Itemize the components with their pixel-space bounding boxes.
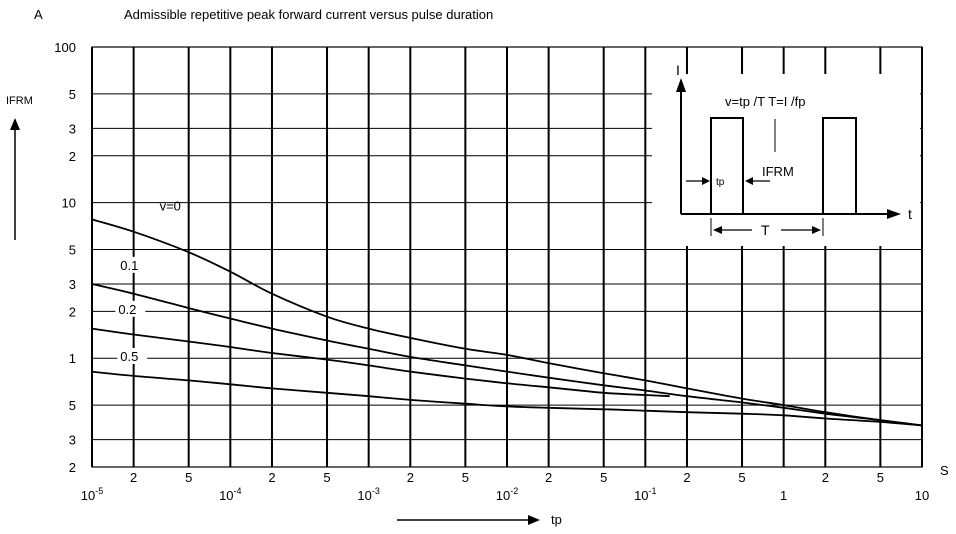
y-unit-label: A: [34, 7, 43, 22]
x-axis-arrow-icon: [528, 515, 540, 525]
period-arrowhead-right-icon: [812, 226, 821, 234]
tp-arrowhead-left-icon: [702, 177, 710, 185]
pulse-diagram-inset: I t v=tp /T T=I /fp tp IFRM T: [652, 62, 920, 246]
inset-background: [652, 74, 920, 246]
period-arrowhead-left-icon: [713, 226, 722, 234]
y-tick-label: 10: [62, 196, 76, 211]
x-minor-tick-label: 5: [600, 470, 607, 485]
y-tick-label: 100: [54, 40, 76, 55]
x-unit-label: S: [940, 463, 949, 478]
series-label: v=0: [160, 198, 181, 213]
tp-arrowhead-right-icon: [745, 177, 753, 185]
inset-ifrm-label: IFRM: [762, 164, 794, 179]
inset-y-axis-label: I: [676, 62, 680, 78]
series-line-3: [91, 370, 923, 427]
x-major-tick-label: 10: [915, 488, 929, 503]
series-label-bg: [115, 300, 146, 317]
pulse-waveform: [681, 117, 886, 215]
x-major-tick-label: 10-1: [634, 486, 656, 503]
inset-period-label: T: [761, 222, 770, 238]
y-tick-label: 3: [69, 277, 76, 292]
x-minor-tick-label: 2: [268, 470, 275, 485]
inset-y-arrowhead-icon: [676, 78, 686, 92]
x-major-tick-label: 10-4: [219, 486, 241, 503]
series-group: v=0 0.1 0.2 0.5: [91, 198, 923, 427]
x-axis-label: tp: [551, 512, 562, 527]
series-line-1: [91, 283, 923, 427]
y-tick-labels: 100 5 3 2 10 5 3 2 1 5 3 2: [54, 40, 76, 475]
y-tick-label: 5: [69, 242, 76, 257]
inset-tp-label: tp: [716, 177, 725, 188]
y-axis-arrow-icon: [10, 118, 20, 130]
y-tick-label: 3: [69, 433, 76, 448]
x-minor-tick-label: 2: [130, 470, 137, 485]
x-minor-tick-label: 2: [822, 470, 829, 485]
y-tick-label: 5: [69, 398, 76, 413]
x-major-tick-label: 10-3: [357, 486, 379, 503]
x-minor-tick-label: 5: [462, 470, 469, 485]
x-minor-tick-label: 2: [545, 470, 552, 485]
y-tick-label: 2: [69, 304, 76, 319]
series-line-0: [91, 218, 923, 427]
series-label-bg: [117, 256, 148, 273]
x-major-tick-label: 1: [780, 488, 787, 503]
y-tick-label: 3: [69, 121, 76, 136]
series-label: 0.1: [120, 258, 138, 273]
x-minor-tick-label: 2: [683, 470, 690, 485]
y-tick-label: 2: [69, 149, 76, 164]
series-line-2: [91, 327, 670, 398]
inset-formula: v=tp /T T=I /fp: [725, 94, 805, 109]
series-label: 0.2: [118, 302, 136, 317]
x-minor-tick-label: 2: [407, 470, 414, 485]
x-minor-tick-label: 5: [323, 470, 330, 485]
x-minor-tick-label: 5: [738, 470, 745, 485]
chart-title: Admissible repetitive peak forward curre…: [124, 7, 493, 22]
x-major-tick-label: 10-5: [81, 486, 103, 503]
series-label-bg: [117, 347, 148, 364]
x-major-tick-label: 10-2: [496, 486, 518, 503]
y-axis-label: IFRM: [6, 95, 33, 107]
x-tick-labels: 2 5 2 5 2 5 2 5 2 5 2 5 10-5 10-4 10-3 10-2 10-1 1 10: [81, 470, 929, 503]
series-label: 0.5: [120, 349, 138, 364]
y-tick-label: 1: [69, 351, 76, 366]
inset-x-arrowhead-icon: [887, 209, 901, 219]
y-tick-label: 5: [69, 87, 76, 102]
x-minor-tick-label: 5: [185, 470, 192, 485]
plot-frame: [91, 46, 923, 468]
x-minor-tick-label: 5: [877, 470, 884, 485]
y-tick-label: 2: [69, 460, 76, 475]
inset-x-axis-label: t: [908, 206, 912, 222]
